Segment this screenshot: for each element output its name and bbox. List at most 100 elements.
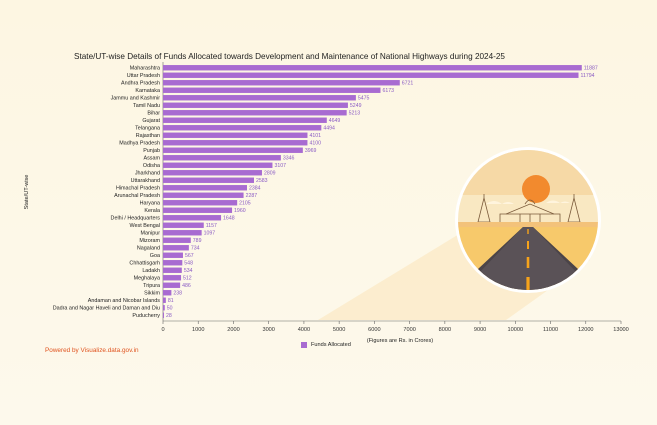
category-label: Rajasthan — [136, 133, 160, 139]
data-label: 4649 — [329, 118, 341, 124]
category-label: Madhya Pradesh — [119, 141, 160, 147]
category-label: Mizoram — [139, 238, 160, 244]
category-label: Sikkim — [144, 291, 160, 297]
bar[interactable] — [163, 140, 308, 146]
bar[interactable] — [163, 102, 348, 108]
powered-by-credit[interactable]: Powered by Visualize.data.gov.in — [45, 347, 139, 354]
bar[interactable] — [163, 275, 182, 281]
data-label: 534 — [184, 268, 193, 274]
bar[interactable] — [163, 237, 191, 243]
category-label: Bihar — [147, 111, 160, 117]
bar[interactable] — [163, 162, 273, 168]
data-label: 734 — [191, 246, 200, 252]
category-label: Kerala — [144, 208, 160, 214]
data-label: 11887 — [584, 66, 598, 72]
category-label: Tripura — [143, 283, 160, 289]
bar[interactable] — [163, 125, 322, 131]
x-tick-label: 13000 — [613, 327, 629, 333]
data-label: 3346 — [283, 156, 295, 162]
category-label: Gujarat — [142, 118, 160, 124]
data-label: 28 — [166, 313, 172, 319]
bar[interactable] — [163, 245, 189, 251]
data-label: 1157 — [206, 223, 217, 229]
bar[interactable] — [163, 267, 182, 273]
bar[interactable] — [163, 185, 247, 191]
data-label: 6721 — [402, 81, 414, 87]
x-tick-label: 6000 — [368, 327, 380, 333]
category-label: Andhra Pradesh — [121, 81, 160, 87]
data-label: 3107 — [274, 163, 286, 169]
x-tick-label: 3000 — [262, 327, 274, 333]
bar[interactable] — [163, 260, 183, 266]
legend-label: Funds Allocated — [311, 342, 351, 348]
category-label: Punjab — [143, 148, 160, 154]
data-label: 81 — [168, 298, 174, 304]
data-label: 512 — [183, 276, 192, 282]
category-label: Manipur — [141, 231, 161, 237]
data-label: 11794 — [581, 73, 595, 79]
bar[interactable] — [163, 282, 181, 288]
bar[interactable] — [163, 290, 172, 296]
bar[interactable] — [163, 215, 222, 221]
category-label: Uttar Pradesh — [127, 73, 160, 79]
legend-swatch — [301, 342, 307, 348]
bar[interactable] — [163, 192, 244, 198]
data-label: 486 — [182, 283, 191, 289]
y-axis-title: State/UT-wise — [24, 175, 30, 210]
category-label: Jharkhand — [135, 171, 160, 177]
category-label: Ladakh — [142, 268, 160, 274]
x-tick-label: 2000 — [227, 327, 239, 333]
data-label: 2287 — [246, 193, 258, 199]
data-label: 1648 — [223, 216, 235, 222]
category-label: Meghalaya — [134, 276, 160, 282]
legend[interactable]: Funds Allocated — [301, 342, 351, 348]
bar[interactable] — [163, 117, 327, 123]
bar[interactable] — [163, 170, 262, 176]
bar[interactable] — [163, 87, 381, 93]
data-label: 5475 — [358, 96, 370, 102]
bar[interactable] — [163, 200, 238, 206]
category-label: Telangana — [135, 126, 160, 132]
x-tick-label: 10000 — [508, 327, 524, 333]
data-label: 1097 — [204, 231, 216, 237]
bar[interactable] — [163, 297, 166, 303]
x-tick-label: 4000 — [298, 327, 310, 333]
category-label: Nagaland — [137, 246, 160, 252]
data-label: 2384 — [249, 186, 261, 192]
category-label: Odisha — [143, 163, 160, 169]
data-label: 548 — [184, 261, 193, 267]
bar[interactable] — [163, 95, 356, 101]
bar[interactable] — [163, 65, 582, 71]
bar[interactable] — [163, 80, 400, 86]
bar[interactable] — [163, 252, 183, 258]
x-tick-label: 1000 — [192, 327, 204, 333]
category-label: Karnataka — [135, 88, 160, 94]
category-label: West Bengal — [130, 223, 160, 229]
data-label: 1960 — [234, 208, 246, 214]
bar[interactable] — [163, 222, 204, 228]
category-label: Goa — [150, 253, 160, 259]
bar[interactable] — [163, 305, 165, 311]
x-tick-label: 12000 — [578, 327, 594, 333]
data-label: 567 — [185, 253, 194, 259]
bar[interactable] — [163, 177, 255, 183]
category-label: Jammu and Kashmir — [111, 96, 161, 102]
x-tick-label: 0 — [161, 327, 164, 333]
data-label: 2105 — [239, 201, 251, 207]
bar[interactable] — [163, 155, 281, 161]
bar[interactable] — [163, 230, 202, 236]
data-label: 238 — [173, 291, 182, 297]
category-label: Delhi / Headquarters — [111, 216, 161, 222]
data-label: 3969 — [305, 148, 317, 154]
bar[interactable] — [163, 312, 164, 318]
category-label: Himachal Pradesh — [116, 186, 160, 192]
category-label: Dadra and Nagar Haveli and Daman and Diu — [53, 306, 160, 312]
bar[interactable] — [163, 72, 579, 78]
data-label: 4101 — [309, 133, 321, 139]
category-label: Haryana — [140, 201, 160, 207]
bar[interactable] — [163, 132, 308, 138]
bar[interactable] — [163, 147, 303, 153]
bar[interactable] — [163, 207, 233, 213]
bar[interactable] — [163, 110, 347, 116]
